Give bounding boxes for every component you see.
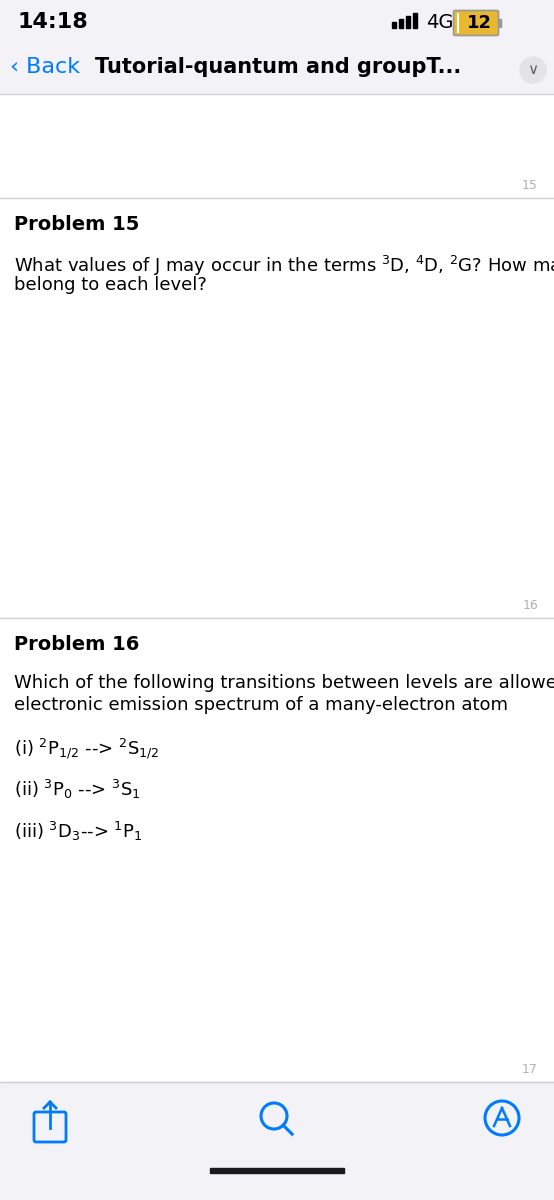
Bar (413, 13, 417, 28)
Text: (iii) $^3$D$_3$--> $^1$P$_1$: (iii) $^3$D$_3$--> $^1$P$_1$ (14, 820, 142, 844)
Bar (210, 1168, 344, 1174)
Text: (i) $^2$P$_{1/2}$ --> $^2$S$_{1/2}$: (i) $^2$P$_{1/2}$ --> $^2$S$_{1/2}$ (14, 736, 159, 761)
Text: belong to each level?: belong to each level? (14, 276, 207, 294)
Bar (498, 19, 501, 26)
Text: Which of the following transitions between levels are allowed in the: Which of the following transitions betwe… (14, 674, 554, 692)
Text: electronic emission spectrum of a many-electron atom: electronic emission spectrum of a many-e… (14, 696, 508, 714)
Text: (ii) $^3$P$_0$ --> $^3$S$_1$: (ii) $^3$P$_0$ --> $^3$S$_1$ (14, 778, 141, 802)
Text: 4G: 4G (426, 13, 454, 32)
Bar (399, 19, 403, 28)
Text: 17: 17 (522, 1063, 538, 1076)
Text: Tutorial-quantum and groupT...: Tutorial-quantum and groupT... (95, 56, 461, 77)
Text: Problem 16: Problem 16 (14, 635, 140, 654)
Text: 14:18: 14:18 (18, 12, 89, 32)
Text: 15: 15 (522, 179, 538, 192)
Text: 12: 12 (466, 14, 491, 32)
Text: Problem 15: Problem 15 (14, 215, 140, 234)
Text: ‹ Back: ‹ Back (10, 56, 80, 77)
Bar (406, 16, 410, 28)
Bar (392, 22, 396, 28)
Text: 16: 16 (522, 599, 538, 612)
Text: ∨: ∨ (527, 62, 538, 78)
Bar (0, 199, 554, 618)
Bar (0, 94, 554, 198)
Bar (0, 1082, 554, 1200)
Bar (0, 619, 554, 1082)
Circle shape (520, 56, 546, 83)
FancyBboxPatch shape (454, 11, 499, 36)
Text: What values of J may occur in the terms $^3$D, $^4$D, $^2$G? How many states: What values of J may occur in the terms … (14, 254, 554, 278)
